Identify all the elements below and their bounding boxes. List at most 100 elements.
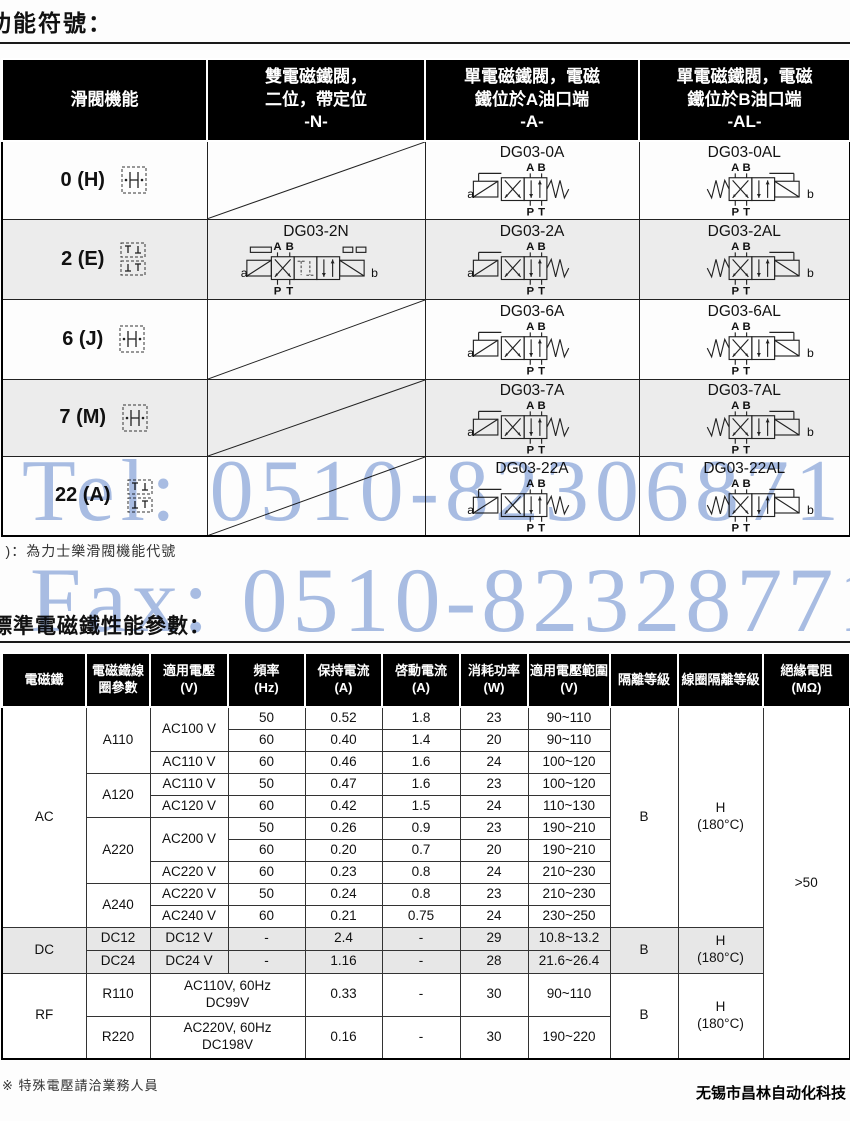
page-title-solenoid-parameters: 標準電磁鐵性能參數：: [0, 615, 211, 638]
svg-text:B: B: [286, 241, 294, 253]
spec-cell: 210~230: [527, 860, 611, 884]
spec-cell: 24: [459, 794, 529, 818]
empty-diagonal-cell: [206, 140, 426, 220]
function-symbols-table: 滑閥機能 雙電磁鐵閥， 二位，帶定位 -N- 單電磁鐵閥，電磁 鐵位於A油口端 …: [1, 58, 850, 537]
svg-text:B: B: [743, 241, 751, 253]
spec-cell: 24: [459, 860, 529, 884]
spool-icon: [121, 166, 147, 194]
spec-cell: 60: [227, 728, 306, 752]
svg-text:B: B: [538, 321, 546, 333]
spec-cell: 100~120: [527, 750, 611, 774]
spec-cell: 190~210: [527, 838, 611, 862]
symbol-table-row: 22 (A) DG03-22A a A B P T DG03-22AL b A B P T: [1, 455, 850, 537]
spec-cell: 20: [459, 728, 529, 752]
valve-model-code: DG03-0AL: [707, 144, 781, 162]
valve-schematic: a A B P T: [467, 478, 570, 534]
valve-model-code: DG03-22A: [495, 459, 569, 477]
spec-table-row: AC A110 AC100 V 50 0.52 1.8 23 90~110 B H (180°C) >…: [1, 706, 850, 1060]
spec-col-header: 隔離等級: [609, 652, 679, 708]
svg-text:A: A: [526, 321, 534, 333]
spec-cell: 50: [227, 816, 306, 840]
valve-model-code: DG03-2AL: [707, 223, 781, 240]
valve-schematic: b A B P T: [706, 162, 814, 219]
spec-cell: -: [227, 949, 306, 974]
symbol-table-row: 0 (H) DG03-0A a A B P T DG03-0AL b A B P T: [1, 140, 850, 220]
spec-cell: 24: [459, 904, 529, 928]
valve-symbol-cell-al: DG03-7AL b A B P T: [638, 378, 850, 457]
spool-icon: [122, 404, 148, 431]
spec-cell: -: [381, 972, 461, 1017]
spec-cell: 210~230: [527, 882, 611, 906]
svg-text:B: B: [743, 400, 751, 412]
valve-symbol-cell-a: DG03-2A a A B P T: [424, 218, 640, 300]
spec-cell: AC110V, 60Hz DC99V: [149, 972, 306, 1017]
svg-text:T: T: [743, 444, 750, 456]
svg-text:B: B: [538, 162, 546, 174]
spec-cell: DC: [1, 926, 87, 974]
spec-cell: AC120 V: [149, 794, 229, 818]
valve-symbol-cell-n: DG03-2N a b A B P T: [206, 218, 426, 300]
spec-cell: 0.21: [304, 904, 383, 928]
svg-text:T: T: [743, 365, 750, 377]
svg-text:b: b: [371, 266, 378, 280]
valve-schematic: a A B P T: [467, 162, 570, 218]
spec-cell: 28: [459, 949, 529, 974]
spec-cell: 23: [459, 772, 529, 796]
svg-text:a: a: [467, 187, 474, 201]
spec-cell: A220: [85, 816, 151, 884]
spec-table-row: AC240 V 60 0.21 0.75 24 230~250: [2, 904, 850, 928]
spec-cell: 60: [227, 904, 306, 928]
spec-cell: 50: [227, 882, 306, 906]
svg-text:P: P: [732, 522, 740, 534]
svg-text:T: T: [286, 285, 293, 297]
spec-cell: 23: [459, 882, 529, 906]
svg-text:a: a: [467, 424, 474, 438]
spec-table-row: RF R110 AC110V, 60Hz DC99V 0.33-30 90~110 B H (1…: [1, 972, 850, 1060]
spec-col-header: 適用電壓範圍 (V): [527, 652, 611, 708]
svg-text:P: P: [526, 285, 534, 297]
spec-cell: 60: [227, 794, 306, 818]
spec-cell: -: [381, 949, 461, 974]
spec-table-row: DC24 DC24 V -1.16-28 21.6~26.4: [2, 949, 850, 974]
valve-schematic: b A B P T: [706, 241, 814, 297]
svg-text:T: T: [538, 522, 545, 534]
svg-text:B: B: [743, 321, 751, 333]
svg-text:B: B: [743, 478, 751, 490]
solenoid-spec-table: 電磁鐵 電磁鐵線圈參數 適用電壓 (V) 頻率 (Hz) 保持電流 (A) 啓動電流 (A) 消耗功…: [1, 652, 850, 1060]
valve-model-code: DG03-0A: [499, 144, 565, 162]
spec-cell: 60: [227, 838, 306, 862]
spec-cell: AC100 V: [149, 706, 229, 752]
spec-cell: 1.6: [381, 772, 461, 796]
spec-col-header: 電磁鐵線圈參數: [85, 652, 151, 708]
spec-cell: AC220 V: [149, 882, 229, 906]
valve-symbol-cell-al: DG03-0AL b A B P T: [638, 140, 850, 220]
spec-cell: H (180°C): [677, 706, 764, 928]
spec-cell: H (180°C): [677, 926, 764, 974]
spec-cell: 0.46: [304, 750, 383, 774]
spool-function-label: 22 (A): [54, 484, 111, 507]
valve-model-code: DG03-7AL: [707, 381, 781, 399]
spec-cell: 10.8~13.2: [527, 926, 611, 951]
spec-col-header: 適用電壓 (V): [149, 652, 229, 708]
valve-symbol-cell-a: DG03-0A a A B P T: [424, 140, 640, 220]
svg-text:a: a: [467, 266, 474, 280]
spec-cell: 0.8: [381, 882, 461, 906]
spec-table-row: DC DC12 DC12 V -2.4-29 10.8~13.2 B H (180°C): [1, 926, 850, 974]
spec-cell: 0.47: [304, 772, 383, 796]
col-header-al-type: 單電磁鐵閥，電磁 鐵位於B油口端 -AL-: [638, 58, 850, 142]
spec-cell: 1.6: [381, 750, 461, 774]
valve-symbol-cell-al: DG03-2AL b A B P T: [638, 218, 850, 300]
valve-model-code: DG03-22AL: [703, 459, 786, 477]
svg-text:P: P: [732, 365, 740, 377]
valve-model-code: DG03-2N: [283, 223, 349, 240]
empty-diagonal-cell: [206, 455, 426, 537]
spec-cell: AC240 V: [149, 904, 229, 928]
spec-cell: A120: [85, 772, 151, 818]
svg-text:A: A: [731, 241, 739, 253]
svg-text:B: B: [538, 241, 546, 253]
svg-text:P: P: [732, 207, 740, 219]
svg-text:T: T: [538, 285, 545, 297]
spec-col-header: 絕緣電阻 (MΩ): [762, 652, 850, 708]
symbol-table-row: 6 (J) DG03-6A a A B P T DG03-6AL b A B P T: [1, 298, 850, 380]
svg-text:A: A: [731, 321, 739, 333]
